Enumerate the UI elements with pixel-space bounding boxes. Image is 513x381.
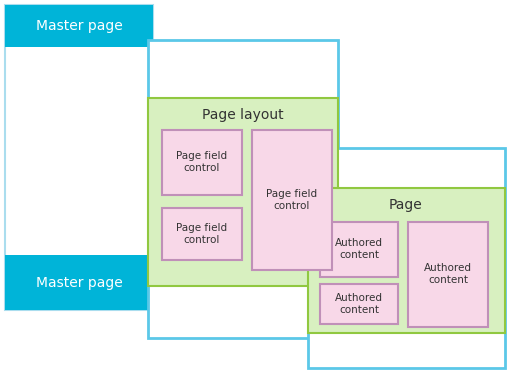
Bar <box>162 208 242 260</box>
Bar <box>162 130 242 195</box>
Bar <box>252 130 332 270</box>
Bar <box>308 148 505 368</box>
Text: Authored
content: Authored content <box>424 263 472 285</box>
Text: Page field
control: Page field control <box>176 223 228 245</box>
Bar <box>408 222 488 327</box>
Bar <box>5 5 153 47</box>
Text: Authored
content: Authored content <box>335 238 383 260</box>
Text: Master page: Master page <box>35 19 123 33</box>
Bar <box>148 40 338 338</box>
Bar <box>5 255 153 310</box>
Bar <box>5 5 153 310</box>
Text: Page: Page <box>389 198 423 212</box>
Bar <box>320 284 398 324</box>
Text: Page field
control: Page field control <box>176 151 228 173</box>
Text: Page field
control: Page field control <box>266 189 318 211</box>
Bar <box>320 222 398 277</box>
Text: Page layout: Page layout <box>202 108 284 122</box>
Text: Authored
content: Authored content <box>335 293 383 315</box>
Bar <box>308 188 505 333</box>
Bar <box>148 98 338 286</box>
Text: Master page: Master page <box>35 276 123 290</box>
